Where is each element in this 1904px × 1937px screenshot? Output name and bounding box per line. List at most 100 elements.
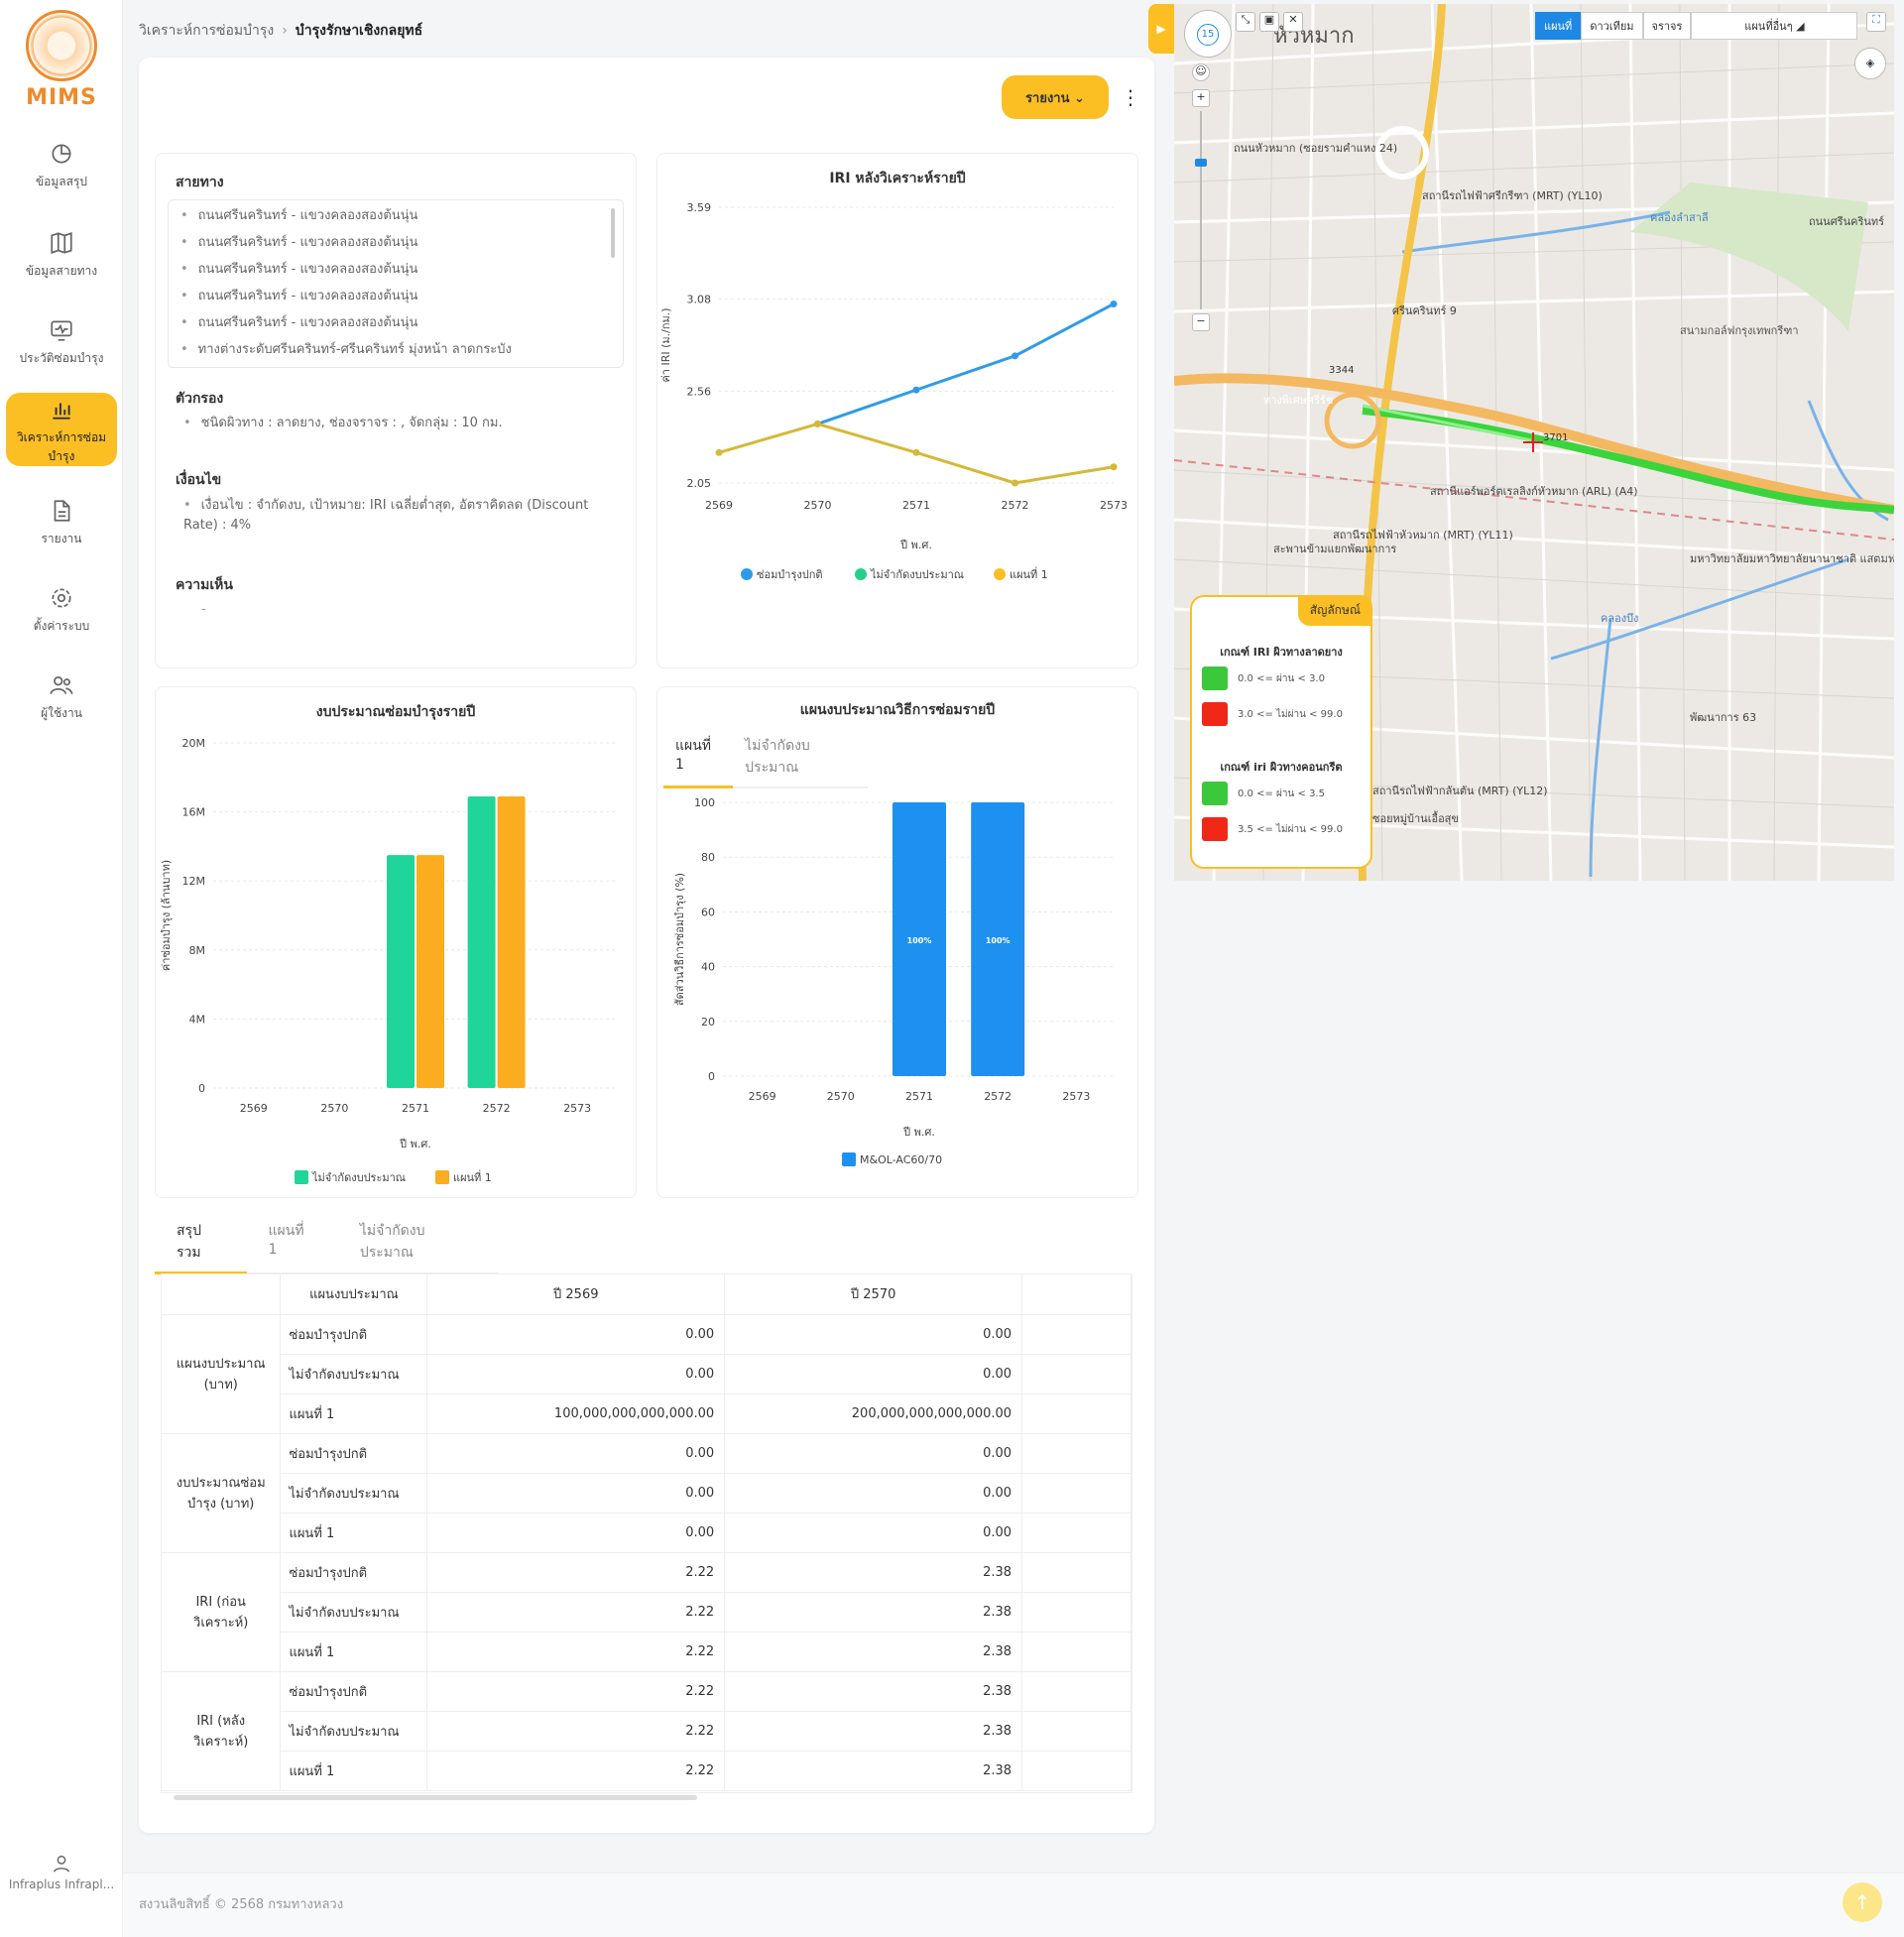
summary-tabs: สรุปรวม แผนที่ 1 ไม่จำกัดงบประมาณ <box>155 1212 498 1274</box>
scroll-to-top-button[interactable]: ↑ <box>1843 1882 1882 1922</box>
other-map-select[interactable]: แผนที่อื่นๆ ◢ <box>1691 12 1858 40</box>
table-row: IRI (หลังวิเคราะห์) ซ่อมบำรุงปกติ 2.22 2.38 <box>162 1671 1131 1791</box>
clear-measure-icon[interactable]: ✕ <box>1283 12 1303 32</box>
y-axis-label: สัดส่วนวิธีการซ่อมบำรุง (%) <box>673 873 686 1006</box>
x-tick-label: 2570 <box>320 1102 348 1115</box>
measure-area-icon[interactable]: ▣ <box>1259 12 1279 32</box>
table-cell-2569: 2.22 <box>426 1751 726 1791</box>
measure-distance-icon[interactable]: ⤡ <box>1236 12 1255 32</box>
sidebar-item-1[interactable]: ข้อมูลสายทาง <box>6 224 117 281</box>
legend-swatch <box>1202 666 1228 690</box>
tab-plan-1[interactable]: แผนที่ 1 <box>663 727 734 788</box>
table-row: ไม่จำกัดงบประมาณ 2.22 2.38 <box>162 1711 1131 1752</box>
x-tick-label: 2570 <box>804 499 832 512</box>
legend-section-title: เกณฑ์ IRI ผิวทางลาดยาง <box>1220 646 1343 659</box>
table-cell-2569: 0.00 <box>426 1513 726 1553</box>
comment-text: - <box>201 602 206 617</box>
zoom-slider-handle[interactable] <box>1195 159 1207 167</box>
map-pan-control[interactable]: 15 <box>1184 10 1232 58</box>
table-cell-2569: 2.22 <box>426 1671 726 1712</box>
table-cell-plan: แผนที่ 1 <box>280 1513 428 1553</box>
data-point <box>912 386 920 394</box>
x-tick-label: 2571 <box>402 1102 429 1115</box>
summary-table-container[interactable]: แผนงบประมาณ ปี 2569 ปี 2570 แผนงบประมาณ … <box>161 1273 1132 1793</box>
y-tick-label: 3.59 <box>687 201 712 214</box>
layers-icon[interactable]: ◈ <box>1854 48 1886 79</box>
y-tick-label: 80 <box>701 851 715 864</box>
map-place-label: 3344 <box>1329 365 1355 376</box>
sidebar-item-6[interactable]: ผู้ใช้งาน <box>6 666 117 723</box>
sidebar-item-2[interactable]: ประวัติซ่อมบำรุง <box>6 311 117 368</box>
zoom-level-indicator: 15 <box>1197 24 1219 46</box>
map-view[interactable]: หัวหมาก ถนนหัวหมาก (ซอยรามคำแหง 24) สถานีร… <box>1174 4 1894 881</box>
legend-item: 3.0 <= ไม่ผ่าน < 99.0 <box>1202 702 1343 726</box>
route-item: ทางต่างระดับศรีนครินทร์-ศรีนครินทร์ มุ่ง… <box>180 338 623 365</box>
more-options-icon[interactable]: ⋮ <box>1121 85 1140 109</box>
route-item: ถนนศรีนครินทร์ - แขวงคลองสองต้นนุ่น <box>180 204 623 231</box>
route-list[interactable]: ถนนศรีนครินทร์ - แขวงคลองสองต้นนุ่นถนนศร… <box>168 199 624 368</box>
app-logo-text: MIMS <box>26 85 97 110</box>
table-group-label: แผนงบประมาณ (บาท) <box>162 1314 282 1434</box>
user-menu[interactable]: Infraplus Infrapl... <box>0 1853 123 1891</box>
sidebar: MIMS ข้อมูลสรุปข้อมูลสายทางประวัติซ่อมบำ… <box>0 0 123 1937</box>
map-legend: สัญลักษณ์ เกณฑ์ IRI ผิวทางลาดยาง 0.0 <= ผ… <box>1190 595 1372 869</box>
bar <box>387 855 415 1088</box>
table-cell-next <box>1021 1632 1131 1672</box>
tab-plan-1-summary[interactable]: แผนที่ 1 <box>268 1223 304 1258</box>
layer-tab-traffic[interactable]: จราจร <box>1642 12 1692 40</box>
sidebar-item-3[interactable]: วิเคราะห์การซ่อมบำรุง <box>6 393 117 466</box>
map-collapse-button[interactable]: ▶ <box>1148 4 1174 54</box>
route-scrollbar[interactable] <box>611 208 615 258</box>
table-horizontal-scrollbar[interactable] <box>174 1795 697 1800</box>
route-title: สายทาง <box>176 175 224 190</box>
table-cell-next <box>1021 1592 1131 1633</box>
y-tick-label: 2.05 <box>687 477 712 490</box>
sidebar-item-0[interactable]: ข้อมูลสรุป <box>6 135 117 191</box>
sidebar-item-label: ประวัติซ่อมบำรุง <box>19 351 104 365</box>
table-cell-next <box>1021 1473 1131 1513</box>
x-axis-label: ปี พ.ศ. <box>899 539 932 551</box>
legend-label: ไม่จำกัดงบประมาณ <box>311 1171 406 1184</box>
table-header-year-2570: ปี 2570 <box>724 1274 1023 1315</box>
breadcrumb-current: บำรุงรักษาเชิงกลยุทธ์ <box>295 23 423 39</box>
budget-chart-panel: งบประมาณซ่อมบำรุงรายปี 0 4M 8M 12M 16M 20M ค่า… <box>155 686 637 1198</box>
bar-chart-icon <box>53 403 70 420</box>
tab-summary[interactable]: สรุปรวม <box>155 1212 247 1274</box>
sidebar-item-label: วิเคราะห์การซ่อมบำรุง <box>16 430 107 463</box>
table-row: ไม่จำกัดงบประมาณ 0.00 0.00 <box>162 1473 1131 1513</box>
legend-swatch <box>435 1170 449 1184</box>
legend-item-label: 0.0 <= ผ่าน < 3.0 <box>1238 673 1325 684</box>
map-place-label: ถนนศรีนครินทร์ <box>1809 215 1885 228</box>
report-button[interactable]: รายงาน ⌄ <box>1002 75 1109 119</box>
tab-unlimited-summary[interactable]: ไม่จำกัดงบประมาณ <box>359 1223 425 1261</box>
data-point <box>1012 479 1018 487</box>
legend-title[interactable]: สัญลักษณ์ <box>1297 595 1372 626</box>
zoom-slider-track[interactable] <box>1200 111 1202 309</box>
map-place-label: สถานีรถไฟฟ้าหัวหมาก (MRT) (YL11) <box>1333 529 1513 542</box>
table-cell-plan: ไม่จำกัดงบประมาณ <box>280 1711 428 1752</box>
table-row: แผนงบประมาณ (บาท) ซ่อมบำรุงปกติ 0.00 0.00 <box>162 1314 1131 1434</box>
tab-unlimited-budget[interactable]: ไม่จำกัดงบประมาณ <box>745 738 810 776</box>
table-cell-plan: แผนที่ 1 <box>280 1393 428 1434</box>
sidebar-item-5[interactable]: ตั้งค่าระบบ <box>6 579 117 636</box>
y-tick-label: 40 <box>701 961 715 974</box>
sidebar-item-4[interactable]: รายงาน <box>6 492 117 548</box>
bar <box>971 802 1025 1076</box>
y-tick-label: 2.56 <box>687 385 712 398</box>
zoom-in-button[interactable]: + <box>1192 89 1210 107</box>
copyright-text: สงวนลิขสิทธิ์ © 2568 กรมทางหลวง <box>139 1897 344 1912</box>
zoom-out-button[interactable]: − <box>1192 313 1210 331</box>
filter-text: ชนิดผิวทาง : ลาดยาง, ช่องจราจร : , จัดกล… <box>183 414 620 433</box>
comment-title: ความเห็น <box>176 577 233 593</box>
x-tick-label: 2573 <box>563 1102 591 1115</box>
map-place-label: คลองบึง <box>1601 612 1639 625</box>
breadcrumb-parent[interactable]: วิเคราะห์การซ่อมบำรุง <box>139 23 275 39</box>
y-tick-label: 60 <box>701 906 715 918</box>
layer-tab-map[interactable]: แผนที่ <box>1535 12 1582 40</box>
street-view-icon[interactable]: ☺ <box>1192 63 1210 81</box>
legend-item-label: 3.5 <= ไม่ผ่าน < 99.0 <box>1238 824 1343 835</box>
map-place-label: สะพานข้ามแยกพัฒนาการ <box>1273 543 1397 555</box>
table-cell-2570: 2.38 <box>724 1552 1023 1593</box>
fullscreen-icon[interactable]: ⛶ <box>1866 12 1886 32</box>
layer-tab-satellite[interactable]: ดาวเทียม <box>1581 12 1643 40</box>
